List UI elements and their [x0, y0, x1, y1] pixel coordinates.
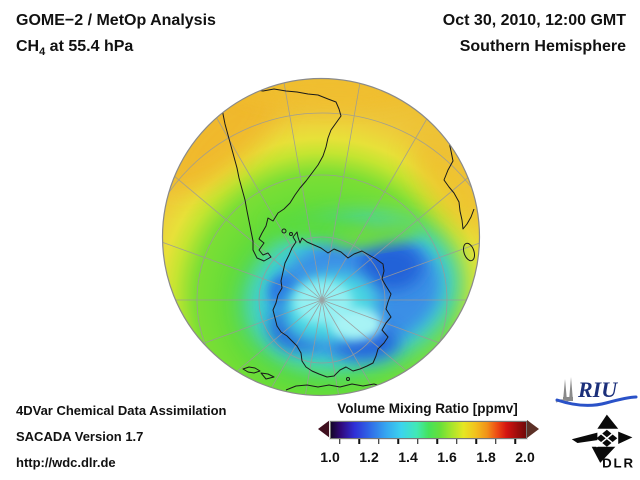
- dlr-logo: DLR: [571, 414, 635, 471]
- colorbar-tick: [514, 439, 516, 444]
- colorbar-tick: [436, 439, 438, 444]
- australia-coastline: [285, 383, 385, 391]
- new-zealand-coastline: [242, 366, 275, 380]
- colorbar-tick: [378, 439, 380, 444]
- small-island: [289, 232, 293, 236]
- datetime-label: Oct 30, 2010, 12:00 GMT: [442, 12, 626, 29]
- madagascar-coastline: [462, 242, 476, 262]
- colorbar-title: Volume Mixing Ratio [ppmv]: [337, 401, 518, 416]
- species-subscript: 4: [39, 46, 46, 59]
- colorbar-tick: [475, 439, 477, 444]
- colorbar-tick: [358, 439, 360, 444]
- south-america-coastline: [221, 88, 342, 262]
- version-label: SACADA Version 1.7: [16, 429, 144, 444]
- colorbar-tick: [397, 439, 399, 444]
- colorbar-tick-label: 1.6: [437, 449, 457, 465]
- colorbar-tick-label: 1.4: [398, 449, 418, 465]
- kangaroo-island: [346, 377, 350, 381]
- hemisphere-label: Southern Hemisphere: [459, 38, 626, 55]
- dlr-logo-text: DLR: [602, 456, 635, 471]
- url-label: http://wdc.dlr.de: [16, 455, 116, 470]
- riu-logo: RIU: [555, 377, 638, 407]
- colorbar-tick-label: 1.0: [320, 449, 340, 465]
- globe-svg: [161, 77, 481, 397]
- antarctica-coastline: [272, 231, 392, 378]
- riu-logo-text: RIU: [577, 377, 618, 402]
- colorbar-tick: [417, 439, 419, 444]
- colorbar-tick-label: 2.0: [515, 449, 535, 465]
- riu-swoosh: [555, 395, 638, 407]
- hemisphere-map: [160, 76, 482, 398]
- dlr-emblem-icon: [571, 414, 633, 463]
- colorbar-tick-labels: 1.0 1.2 1.4 1.6 1.8 2.0: [320, 449, 534, 465]
- species-level-line: CH4 at 55.4 hPa: [16, 38, 134, 59]
- colorbar-left-arrow-icon: [318, 420, 330, 438]
- falkland-islands: [281, 228, 287, 234]
- colorbar-ticks: [330, 439, 525, 445]
- colorbar-tick: [339, 439, 341, 444]
- globe-limb: [161, 77, 481, 397]
- colorbar-body: [318, 420, 539, 445]
- credits-block: 4DVar Chemical Data Assimilation SACADA …: [16, 398, 227, 476]
- title-right: Oct 30, 2010, 12:00 GMT Southern Hemisph…: [443, 8, 626, 60]
- assimilation-label: 4DVar Chemical Data Assimilation: [16, 403, 227, 418]
- colorbar-right-arrow-icon: [527, 420, 539, 438]
- cathedral-icon: [555, 377, 573, 403]
- colorbar-tick-label: 1.2: [359, 449, 379, 465]
- colorbar-gradient: [330, 421, 527, 439]
- colorbar-tick-label: 1.8: [476, 449, 496, 465]
- title-left: GOME−2 / MetOp Analysis CH4 at 55.4 hPa: [16, 8, 216, 65]
- coastlines: [221, 88, 476, 391]
- colorbar-tick: [495, 439, 497, 444]
- colorbar-tick: [456, 439, 458, 444]
- analysis-title: GOME−2 / MetOp Analysis: [16, 12, 216, 29]
- colorbar: Volume Mixing Ratio [ppmv] 1.0 1.2 1.4 1.6 1…: [318, 401, 539, 465]
